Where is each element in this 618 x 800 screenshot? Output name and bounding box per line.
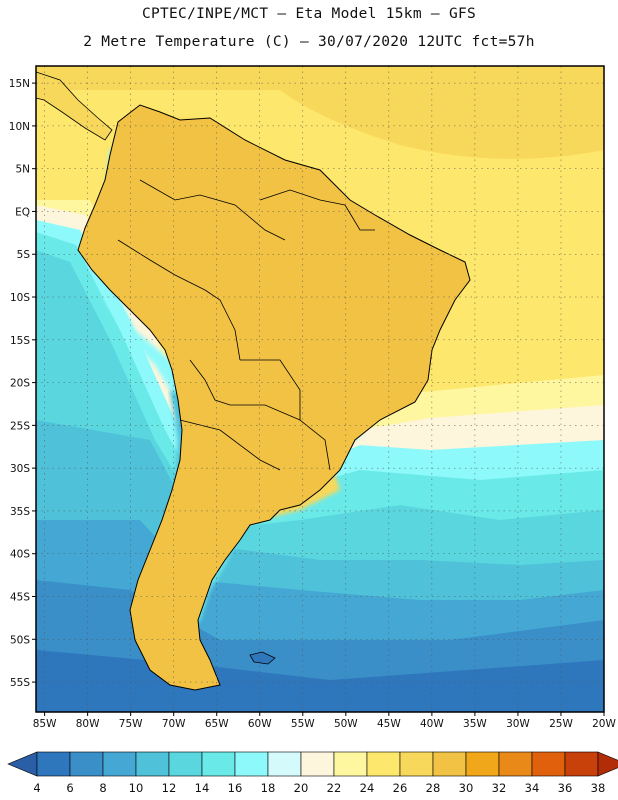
lat-tick-label: 10S — [10, 292, 30, 304]
colorbar-label: 22 — [327, 781, 342, 795]
colorbar-swatch — [168, 751, 203, 777]
colorbar-swatch — [465, 751, 500, 777]
lon-tick-label: 70W — [162, 718, 186, 730]
lon-tick-label: 30W — [506, 718, 530, 730]
lon-tick-label: 85W — [33, 718, 57, 730]
colorbar-label: 24 — [360, 781, 375, 795]
lon-tick-label: 60W — [248, 718, 272, 730]
colorbar-label: 26 — [393, 781, 408, 795]
colorbar-swatch — [69, 751, 104, 777]
colorbar-label: 14 — [195, 781, 210, 795]
colorbar-swatch — [102, 751, 137, 777]
colorbar-label: 34 — [525, 781, 540, 795]
falkland-islands — [249, 651, 276, 665]
temperature-colorbar: 4 6 8 10 12 14 16 18 20 22 24 26 28 30 32 34 36 38 — [7, 751, 618, 795]
temperature-field — [36, 66, 604, 712]
colorbar-label: 32 — [492, 781, 507, 795]
colorbar-label: 8 — [99, 781, 106, 795]
map-title-line-1: CPTEC/INPE/MCT – Eta Model 15km – GFS — [141, 6, 477, 22]
lat-tick-label: 30S — [10, 463, 30, 475]
lat-tick-label: 25S — [10, 420, 30, 432]
lat-tick-label: 35S — [10, 506, 30, 518]
lon-tick-label: 50W — [334, 718, 358, 730]
lat-tick-label: 40S — [10, 549, 30, 561]
colorbar-label: 38 — [591, 781, 606, 795]
lat-tick-label: EQ — [15, 206, 30, 218]
colorbar-swatch — [36, 751, 71, 777]
lon-tick-label: 45W — [377, 718, 401, 730]
ocean-band-warm-north — [36, 66, 604, 159]
colorbar-swatch — [564, 751, 599, 777]
colorbar-swatch — [267, 751, 302, 777]
lon-tick-label: 75W — [119, 718, 143, 730]
colorbar-label: 30 — [459, 781, 474, 795]
lon-tick-label: 65W — [205, 718, 229, 730]
colorbar-swatch — [333, 751, 368, 777]
lat-lon-grid — [36, 66, 604, 712]
lat-tick-label: 45S — [10, 591, 30, 603]
colorbar-label: 12 — [162, 781, 177, 795]
colorbar-high-arrow — [597, 751, 618, 777]
colorbar-label: 16 — [228, 781, 243, 795]
lon-tick-label: 55W — [291, 718, 315, 730]
country-borders — [117, 179, 375, 471]
lon-tick-label: 80W — [76, 718, 100, 730]
lat-tick-label: 50S — [10, 634, 30, 646]
lon-tick-label: 35W — [463, 718, 487, 730]
colorbar-label: 10 — [129, 781, 144, 795]
colorbar-swatch — [234, 751, 269, 777]
lon-tick-label: 20W — [592, 718, 616, 730]
map-frame — [35, 65, 605, 713]
colorbar-swatch — [399, 751, 434, 777]
lon-tick-label: 25W — [549, 718, 573, 730]
lat-tick-label: 15S — [10, 335, 30, 347]
lat-tick-label: 15N — [9, 78, 30, 90]
map-title-line-2: 2 Metre Temperature (C) – 30/07/2020 12U… — [83, 34, 535, 50]
colorbar-swatch — [498, 751, 533, 777]
lon-tick-label: 40W — [420, 718, 444, 730]
colorbar-swatch — [432, 751, 467, 777]
colorbar-swatch — [300, 751, 335, 777]
central-america — [36, 71, 113, 141]
colorbar-label: 20 — [294, 781, 309, 795]
colorbar-label: 18 — [261, 781, 276, 795]
longitude-ticks: 85W 80W 75W 70W 65W 60W 55W 50W 45W 40W 35W 30W 25W 2… — [33, 712, 616, 730]
lat-tick-label: 20S — [10, 378, 30, 390]
colorbar-swatch — [366, 751, 401, 777]
lat-tick-label: 5S — [17, 249, 31, 261]
colorbar-swatch — [201, 751, 236, 777]
colorbar-label: 36 — [558, 781, 573, 795]
lat-tick-label: 5N — [15, 164, 30, 176]
colorbar-low-arrow — [7, 751, 38, 777]
lat-tick-label: 10N — [9, 121, 30, 133]
colorbar-label: 28 — [426, 781, 441, 795]
latitude-ticks: 15N 10N 5N EQ 5S 10S 15S 20S 25S 30S 35S 40S 45S 50S 5… — [9, 78, 36, 689]
colorbar-label: 6 — [66, 781, 73, 795]
colorbar-swatch — [135, 751, 170, 777]
lat-tick-label: 55S — [10, 677, 30, 689]
colorbar-label: 4 — [33, 781, 40, 795]
colorbar-swatch — [531, 751, 566, 777]
